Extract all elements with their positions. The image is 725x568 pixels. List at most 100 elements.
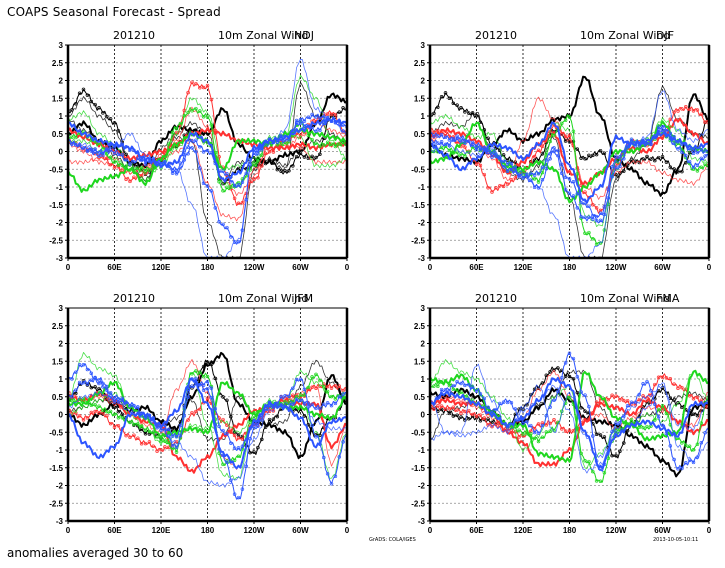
series-marker (536, 422, 541, 426)
series-marker (275, 138, 280, 143)
y-tick-label: 2.5 (414, 59, 426, 68)
series-marker (310, 112, 314, 117)
series-marker (447, 383, 452, 388)
series-marker (552, 133, 556, 138)
series-marker (618, 398, 622, 402)
series-marker (221, 462, 225, 467)
series-marker (124, 164, 128, 168)
series-marker (451, 405, 456, 409)
series-marker (77, 380, 82, 385)
series-marker (194, 81, 198, 86)
y-tick-label: -1 (418, 183, 426, 192)
series-marker (532, 177, 537, 181)
series-marker (186, 145, 190, 149)
series-marker (120, 153, 125, 157)
series-marker (205, 396, 210, 400)
series-marker (275, 167, 280, 172)
series-marker (536, 439, 541, 444)
series-marker (606, 397, 611, 402)
series-marker (186, 90, 190, 95)
series-marker (703, 430, 707, 435)
series-marker (540, 435, 545, 440)
series-marker (124, 145, 128, 149)
series-marker (112, 425, 117, 429)
series-marker (322, 402, 326, 407)
series-marker (341, 440, 345, 444)
series-marker (314, 155, 318, 160)
series-marker (267, 400, 272, 404)
series-marker (279, 169, 283, 173)
series-marker (474, 114, 479, 118)
series-marker (271, 140, 276, 144)
series-marker (571, 129, 576, 133)
series-marker (486, 405, 490, 409)
series-marker (513, 176, 518, 180)
series-marker (548, 157, 552, 161)
series-marker (201, 374, 206, 379)
series-marker (509, 167, 514, 172)
series-marker (660, 375, 665, 380)
footnote: anomalies averaged 30 to 60 (7, 546, 184, 560)
series-marker (167, 434, 171, 439)
series-marker (680, 169, 684, 174)
series-marker (333, 474, 338, 479)
series-marker (691, 396, 696, 401)
series-marker (587, 215, 591, 220)
series-marker (294, 397, 299, 401)
series-marker (337, 394, 342, 399)
series-marker (325, 401, 330, 405)
series-marker (560, 427, 564, 431)
series-marker (536, 171, 541, 176)
series-marker (622, 156, 626, 161)
series-marker (182, 414, 187, 418)
series-marker (143, 162, 148, 166)
series-marker (263, 425, 268, 429)
series-marker (587, 153, 591, 158)
grads-credit: GrADS: COLA/IGES (369, 537, 416, 543)
series-marker (310, 385, 314, 389)
series-marker (509, 161, 514, 166)
series-marker (695, 442, 700, 447)
series-marker (209, 189, 214, 193)
series-marker (329, 481, 334, 486)
series-marker (186, 110, 190, 115)
series-marker (594, 152, 599, 157)
series-marker (447, 388, 452, 393)
y-tick-label: 1.5 (414, 94, 426, 103)
series-marker (656, 407, 661, 412)
series-marker (463, 409, 467, 414)
series-marker (287, 394, 291, 398)
series-marker (664, 133, 669, 137)
series-marker (108, 409, 113, 414)
series-marker (260, 414, 264, 419)
series-marker (598, 148, 603, 153)
series-marker (610, 393, 614, 398)
series-marker (695, 150, 700, 155)
series-marker (74, 135, 78, 140)
series-marker (699, 112, 704, 116)
series-marker (591, 213, 595, 218)
series-marker (105, 114, 109, 119)
series-marker (691, 109, 696, 113)
series-marker (116, 409, 121, 414)
series-marker (240, 444, 245, 448)
y-tick-label: 1 (421, 112, 426, 121)
x-tick-label: 180 (563, 526, 577, 535)
y-tick-label: -3 (56, 517, 64, 526)
series-marker (221, 181, 225, 186)
series-marker (548, 370, 552, 374)
series-marker (548, 405, 552, 409)
series-marker (198, 407, 202, 412)
series-marker (205, 148, 210, 153)
series-marker (467, 382, 471, 387)
series-marker (439, 132, 444, 137)
series-marker (490, 424, 494, 429)
y-tick-label: -3 (418, 517, 426, 526)
y-tick-label: -3 (56, 254, 64, 263)
series-marker (225, 185, 229, 190)
series-marker (455, 103, 459, 107)
series-marker (174, 127, 179, 131)
series-marker (68, 396, 70, 400)
series-line-member-green-1 (68, 381, 347, 439)
